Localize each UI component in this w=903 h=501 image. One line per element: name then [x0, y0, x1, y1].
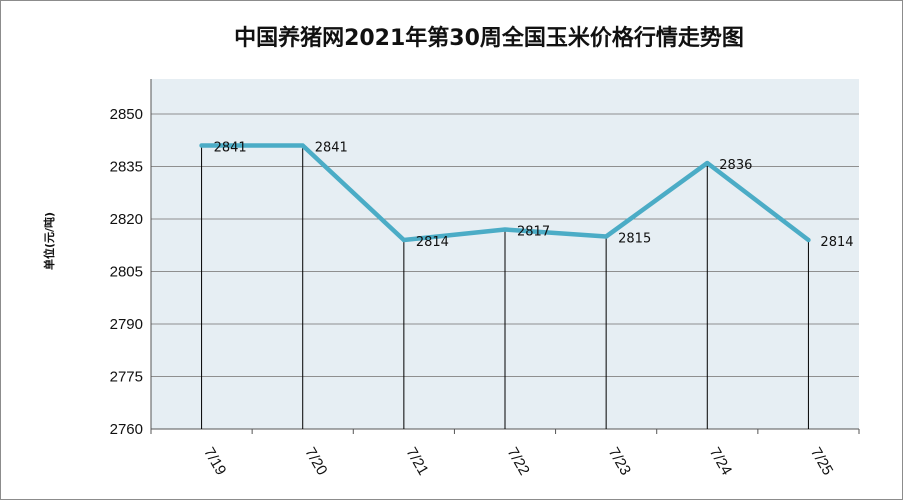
x-tick-label: 7/20	[301, 445, 330, 479]
y-tick-label: 2820	[110, 211, 143, 228]
data-label: 2815	[618, 232, 651, 247]
x-tick-label: 7/19	[200, 445, 229, 479]
y-tick-label: 2790	[110, 316, 143, 333]
x-tick-label: 7/23	[605, 445, 634, 479]
data-label: 2814	[416, 235, 449, 250]
plot-area: 2760 2775 2790 2805 2820 2835 2850 2841 2841 2814…	[110, 79, 860, 479]
data-point	[401, 238, 406, 242]
data-point	[604, 234, 609, 239]
data-point	[503, 227, 507, 232]
data-label: 2836	[719, 158, 752, 173]
y-tick-label: 2805	[110, 264, 143, 281]
data-point	[199, 143, 204, 148]
y-tick-label: 2760	[110, 421, 143, 438]
y-axis-label: 单位(元/吨)	[42, 212, 56, 270]
data-point	[705, 161, 710, 165]
x-tick-label: 7/25	[807, 445, 836, 479]
x-tick-label: 7/24	[706, 445, 735, 479]
data-point	[806, 238, 811, 242]
y-tick-label: 2850	[110, 106, 143, 123]
x-tick-label: 7/21	[402, 445, 431, 479]
y-tick-label: 2835	[110, 159, 143, 176]
x-tick-label: 7/22	[504, 445, 533, 479]
chart-title: 中国养猪网2021年第30周全国玉米价格行情走势图	[234, 25, 744, 51]
data-label: 2814	[820, 235, 853, 250]
data-point	[300, 143, 305, 148]
data-label: 2841	[214, 141, 247, 156]
data-label: 2817	[517, 225, 550, 240]
y-tick-label: 2775	[110, 369, 143, 386]
data-label: 2841	[315, 141, 348, 156]
